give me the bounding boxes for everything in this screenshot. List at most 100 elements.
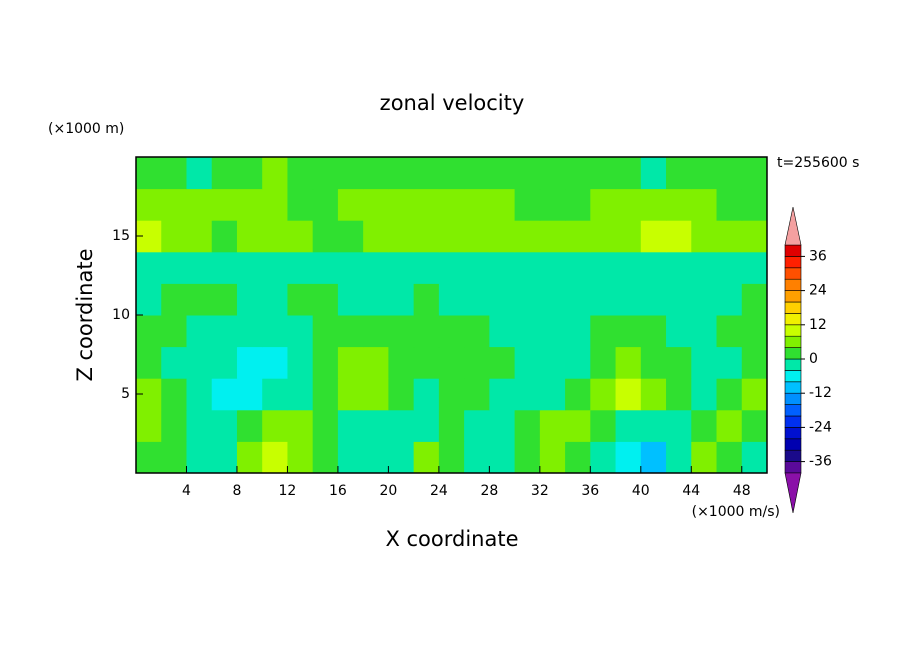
x-tick-label: 48 xyxy=(733,483,751,499)
contour-cell xyxy=(388,346,415,379)
contour-cell xyxy=(691,378,718,411)
contour-cell xyxy=(741,283,768,316)
contour-cell xyxy=(236,315,263,348)
contour-cell xyxy=(716,283,743,316)
contour-cell xyxy=(691,346,718,379)
x-tick-label: 24 xyxy=(430,483,448,499)
contour-cell xyxy=(287,346,314,379)
contour-cell xyxy=(741,188,768,221)
contour-cell xyxy=(186,441,213,474)
contour-cell xyxy=(640,157,667,190)
contour-cell xyxy=(312,378,339,411)
x-tick-label: 20 xyxy=(379,483,397,499)
contour-cell xyxy=(539,157,566,190)
contour-cell xyxy=(262,315,288,348)
contour-cell xyxy=(691,441,718,474)
contour-cell xyxy=(262,346,288,379)
contour-cell xyxy=(640,283,667,316)
contour-cell xyxy=(388,251,415,284)
y-tick-label: 5 xyxy=(121,386,130,402)
x-tick-label: 4 xyxy=(182,483,191,499)
contour-cell xyxy=(539,251,566,284)
contour-cell xyxy=(590,157,617,190)
contour-cell xyxy=(388,157,415,190)
contour-cell xyxy=(514,157,541,190)
contour-cell xyxy=(741,378,768,411)
contour-cell xyxy=(666,346,692,379)
contour-cell xyxy=(438,441,465,474)
colorbar-box xyxy=(784,381,802,394)
contour-cell xyxy=(262,251,288,284)
colorbar-box xyxy=(784,290,802,303)
contour-cell xyxy=(464,315,490,348)
contour-cell xyxy=(539,220,566,253)
contour-cell xyxy=(640,220,667,253)
contour-cell xyxy=(716,346,743,379)
contour-cell xyxy=(337,157,364,190)
contour-cell xyxy=(211,283,238,316)
contour-cell xyxy=(565,283,591,316)
colorbar-under xyxy=(784,472,802,514)
contour-cell xyxy=(262,283,288,316)
contour-cell xyxy=(666,188,692,221)
contour-cell xyxy=(565,251,591,284)
contour-cell xyxy=(312,346,339,379)
x-tick-label: 32 xyxy=(531,483,549,499)
contour-cell xyxy=(615,315,642,348)
contour-cell xyxy=(438,378,465,411)
contour-cell xyxy=(413,157,440,190)
contour-cell xyxy=(312,188,339,221)
contour-cell xyxy=(136,157,162,190)
contour-cell xyxy=(716,157,743,190)
contour-cell xyxy=(211,220,238,253)
contour-cell xyxy=(489,157,516,190)
contour-cell xyxy=(236,251,263,284)
contour-cell xyxy=(438,315,465,348)
contour-cell xyxy=(236,283,263,316)
contour-cell xyxy=(136,315,162,348)
contour-cell xyxy=(741,409,768,442)
contour-cell xyxy=(539,441,566,474)
contour-cell xyxy=(337,378,364,411)
contour-cell xyxy=(413,188,440,221)
contour-cell xyxy=(363,220,389,253)
contour-cell xyxy=(186,346,213,379)
contour-cell xyxy=(489,409,516,442)
colorbar-box xyxy=(784,461,802,474)
contour-cell xyxy=(539,283,566,316)
x-tick-label: 36 xyxy=(581,483,599,499)
contour-cell xyxy=(666,441,692,474)
contour-cell xyxy=(716,409,743,442)
contour-cell xyxy=(236,378,263,411)
contour-cell xyxy=(413,220,440,253)
contour-cell xyxy=(337,188,364,221)
colorbar-tick-label: -24 xyxy=(809,419,832,435)
contour-cell xyxy=(640,441,667,474)
contour-cell xyxy=(615,346,642,379)
colorbar-tick-label: 24 xyxy=(809,283,827,299)
contour-cell xyxy=(590,346,617,379)
contour-cell xyxy=(565,441,591,474)
contour-cell xyxy=(363,409,389,442)
contour-cell xyxy=(464,188,490,221)
contour-cell xyxy=(363,441,389,474)
contour-cell xyxy=(211,409,238,442)
contour-cell xyxy=(489,283,516,316)
contour-cell xyxy=(741,315,768,348)
contour-cell xyxy=(363,188,389,221)
contour-cell xyxy=(388,441,415,474)
contour-cell xyxy=(640,346,667,379)
contour-cell xyxy=(489,188,516,221)
contour-cell xyxy=(136,283,162,316)
contour-cell xyxy=(691,315,718,348)
contour-cell xyxy=(337,283,364,316)
contour-cell xyxy=(741,346,768,379)
contour-cell xyxy=(691,283,718,316)
contour-cell xyxy=(565,409,591,442)
colorbar-box xyxy=(784,256,802,269)
contour-cell xyxy=(691,188,718,221)
contour-cell xyxy=(590,220,617,253)
contour-cell xyxy=(186,157,213,190)
x-tick-label: 12 xyxy=(279,483,297,499)
colorbar-box xyxy=(784,370,802,383)
